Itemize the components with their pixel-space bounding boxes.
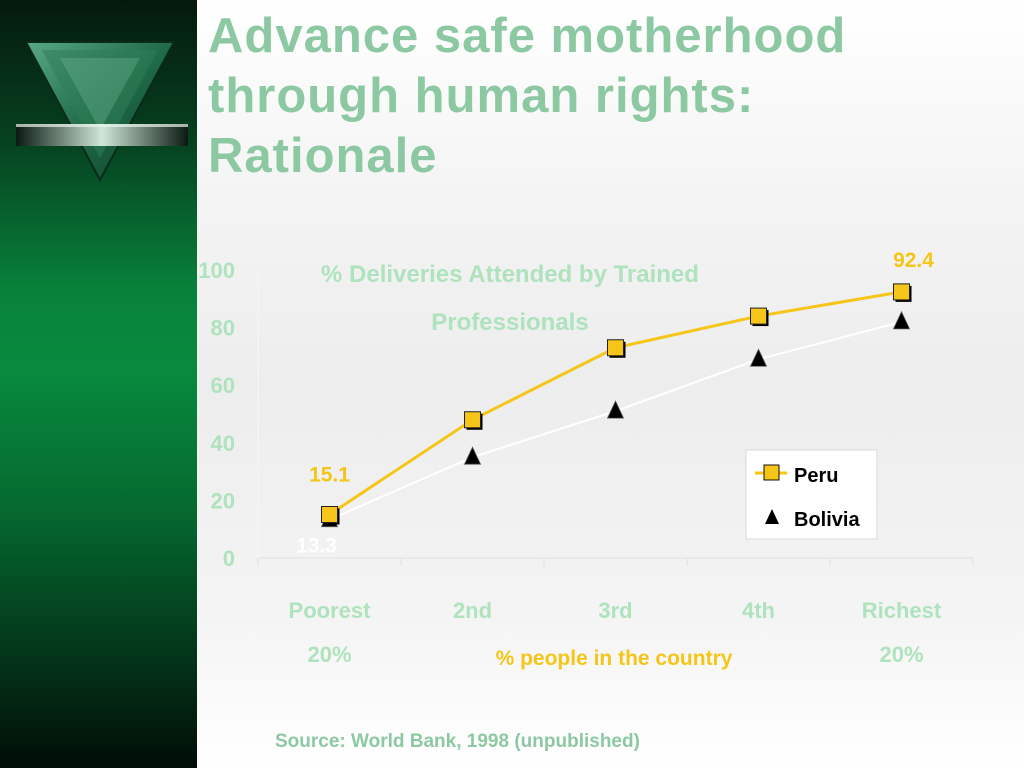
slide-title: Advance safe motherhood through human ri… [208,6,1008,186]
x-category-label: Poorest [289,598,372,623]
sidebar-band [0,0,197,768]
content-background [197,0,1024,768]
x-category-label: 20% [879,642,923,667]
legend: Peru Bolivia [745,449,878,540]
x-category-label: 4th [742,598,775,623]
series-markers [320,283,912,528]
data-point-peru [750,307,767,325]
x-axis-categories: Poorest 20% 2nd 3rd 4th Richest 20% [289,598,942,667]
x-axis-title: % people in the country [496,647,733,670]
data-point-bolivia [606,400,625,419]
y-tick-label: 60 [211,373,235,398]
x-category-label: 2nd [453,598,492,623]
data-point-bolivia [749,348,768,367]
y-tick-label: 100 [198,258,235,283]
chart-title-line-2: Professionals [431,309,588,336]
chart-title-line-1: % Deliveries Attended by Trained [321,261,699,288]
legend-peru-label: Peru [794,465,838,487]
data-label: 13.3 [296,535,337,558]
legend-peru-marker [763,464,780,481]
data-point-bolivia [463,446,482,465]
data-label: 92.4 [893,249,934,272]
x-category-label: Richest [862,598,942,623]
title-line-1: Advance safe motherhood [208,9,847,63]
y-tick-label: 20 [211,488,235,513]
data-point-bolivia [892,310,911,330]
legend-bolivia-marker [765,509,779,524]
legend-bolivia-label: Bolivia [794,509,860,531]
data-point-peru [321,506,338,524]
y-tick-label: 80 [211,316,235,341]
data-point-peru [607,339,624,357]
x-category-label: 20% [307,642,351,667]
y-tick-label: 0 [223,546,235,571]
title-line-3: Rationale [208,129,438,183]
source-note: Source: World Bank, 1998 (unpublished) [275,731,640,752]
data-point-peru [464,411,481,429]
title-line-2: through human rights: [208,69,755,123]
data-labels: 15.1 92.4 13.3 [296,249,934,558]
triangle-logo-icon [16,41,188,183]
x-category-label: 3rd [598,598,632,623]
data-label: 15.1 [309,464,350,487]
y-tick-label: 40 [211,431,235,456]
data-point-peru [893,283,910,301]
y-axis-ticks: 0 20 40 60 80 100 [198,258,235,571]
chart-axes [257,270,974,566]
